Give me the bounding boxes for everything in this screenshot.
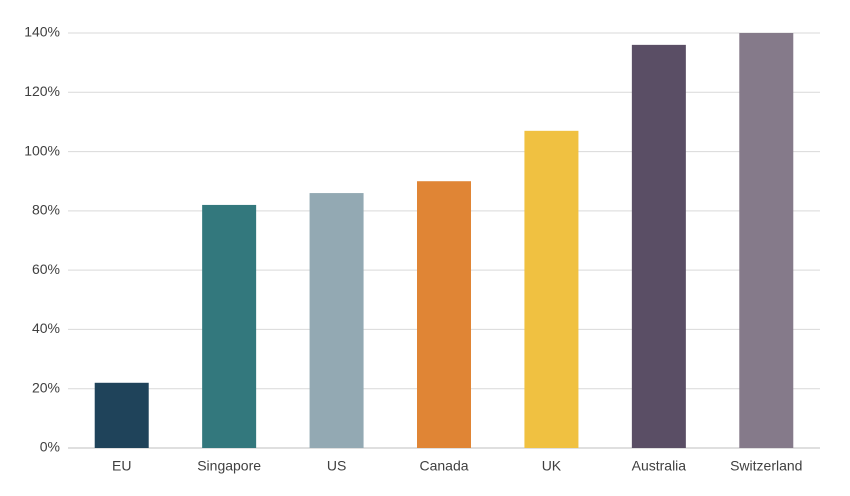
x-tick-label: Singapore — [197, 458, 261, 474]
y-tick-label: 80% — [32, 202, 60, 218]
y-tick-label: 100% — [24, 142, 60, 158]
y-tick-label: 120% — [24, 83, 60, 99]
y-tick-label: 20% — [32, 379, 60, 395]
bar — [94, 382, 149, 448]
x-tick-label: EU — [112, 458, 131, 474]
bar — [417, 181, 471, 448]
y-tick-label: 0% — [40, 439, 60, 455]
bar — [309, 193, 364, 448]
x-tick-label: UK — [542, 458, 562, 474]
x-tick-label: Canada — [419, 458, 468, 474]
y-tick-label: 60% — [32, 261, 60, 277]
y-tick-label: 140% — [24, 24, 60, 40]
x-tick-label: Switzerland — [730, 458, 802, 474]
x-tick-label: Australia — [632, 458, 687, 474]
bar — [202, 204, 257, 448]
bar — [739, 33, 794, 448]
x-tick-label: US — [327, 458, 346, 474]
y-tick-label: 40% — [32, 320, 60, 336]
bar — [631, 44, 686, 448]
bar — [524, 130, 579, 449]
